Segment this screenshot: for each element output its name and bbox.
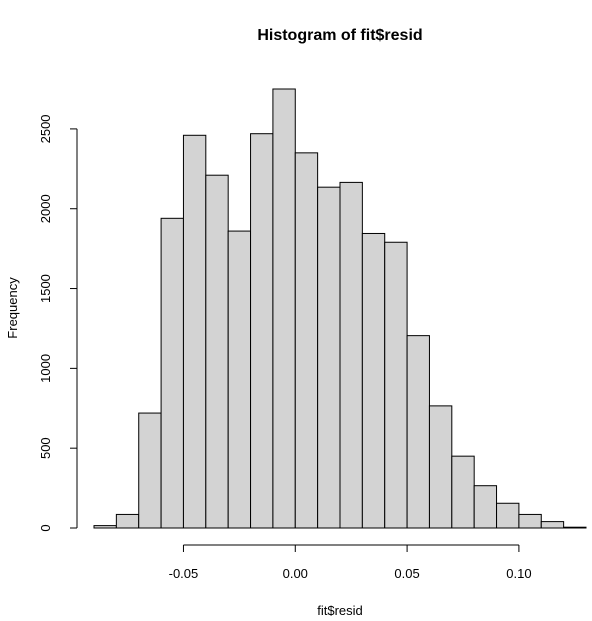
histogram-bar [384,241,408,529]
x-axis: -0.05 0.00 0.05 0.10 [169,544,532,581]
y-tick-label: 1000 [38,354,53,383]
x-tick-label: 0.10 [506,566,531,581]
histogram-bar [182,134,207,529]
bars-group [93,88,587,529]
histogram-bar [563,526,587,529]
histogram-bar [518,513,542,529]
histogram-bar [160,217,184,529]
y-tick-label: 2000 [38,194,53,223]
histogram-bar [496,502,520,529]
x-tick-label: 0.00 [283,566,308,581]
histogram-bar [227,230,252,529]
histogram-bar [115,513,140,529]
histogram-bar [250,133,274,529]
y-axis-label: Frequency [5,277,20,339]
histogram-bar [540,521,565,529]
histogram-bar [294,152,319,529]
y-tick-label: 1500 [38,274,53,303]
histogram-bar [205,174,229,529]
histogram-bar [473,485,498,529]
histogram-bar [138,412,162,529]
y-tick-label: 2500 [38,114,53,143]
histogram-bar [451,455,475,529]
chart-title: Histogram of fit$resid [257,27,422,44]
histogram-bar [317,186,341,529]
histogram-bar [93,525,117,529]
y-axis: 0 500 1000 1500 2000 2500 [38,114,78,532]
x-tick-label: 0.05 [394,566,419,581]
histogram-bar [339,181,363,529]
histogram-bar [428,405,453,529]
x-axis-label: fit$resid [317,603,363,618]
x-tick-label: -0.05 [169,566,199,581]
histogram-bar [272,88,296,529]
y-tick-label: 0 [38,524,53,531]
histogram-bar [361,232,386,529]
histogram-bar [406,335,430,529]
y-tick-label: 500 [38,437,53,459]
